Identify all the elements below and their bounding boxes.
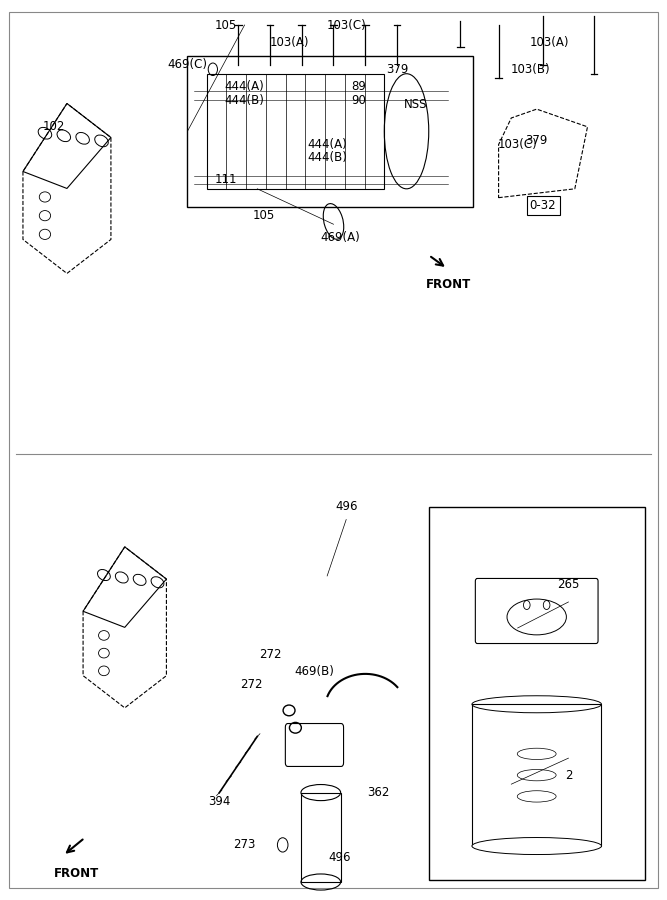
Text: 272: 272 <box>259 647 281 661</box>
Text: 496: 496 <box>335 500 358 513</box>
Text: 111: 111 <box>214 174 237 186</box>
Text: 89: 89 <box>352 80 366 94</box>
Bar <box>187 56 473 206</box>
Text: 102: 102 <box>43 121 65 133</box>
Text: 103(A): 103(A) <box>269 36 309 50</box>
Bar <box>207 74 384 189</box>
Text: 394: 394 <box>208 795 230 808</box>
Text: 444(B): 444(B) <box>307 151 347 165</box>
Text: 272: 272 <box>239 678 262 691</box>
Text: 105: 105 <box>214 19 237 32</box>
Text: 469(A): 469(A) <box>320 231 360 244</box>
Text: 444(A): 444(A) <box>307 138 347 151</box>
Text: 265: 265 <box>557 578 580 591</box>
Text: 444(B): 444(B) <box>225 94 265 107</box>
Text: 469(B): 469(B) <box>295 665 334 678</box>
Text: 0-32: 0-32 <box>530 199 556 212</box>
Bar <box>301 793 341 882</box>
Text: 379: 379 <box>386 63 408 76</box>
Text: 273: 273 <box>233 839 255 851</box>
Text: NSS: NSS <box>404 98 428 112</box>
Bar <box>429 507 644 879</box>
Text: 103(C): 103(C) <box>498 138 538 151</box>
Ellipse shape <box>472 838 602 854</box>
Text: 444(A): 444(A) <box>225 80 265 94</box>
Text: 103(C): 103(C) <box>326 19 366 32</box>
Text: 379: 379 <box>526 133 548 147</box>
Text: 2: 2 <box>565 769 572 782</box>
Text: 105: 105 <box>253 209 275 222</box>
Text: 469(C): 469(C) <box>167 58 207 71</box>
Bar <box>472 705 602 846</box>
Text: 362: 362 <box>367 787 389 799</box>
Bar <box>526 196 560 215</box>
Text: 90: 90 <box>352 94 366 107</box>
Text: 103(A): 103(A) <box>530 36 569 50</box>
Text: FRONT: FRONT <box>53 867 99 880</box>
Text: 103(B): 103(B) <box>510 63 550 76</box>
Text: FRONT: FRONT <box>426 278 471 292</box>
Text: 496: 496 <box>329 851 351 864</box>
